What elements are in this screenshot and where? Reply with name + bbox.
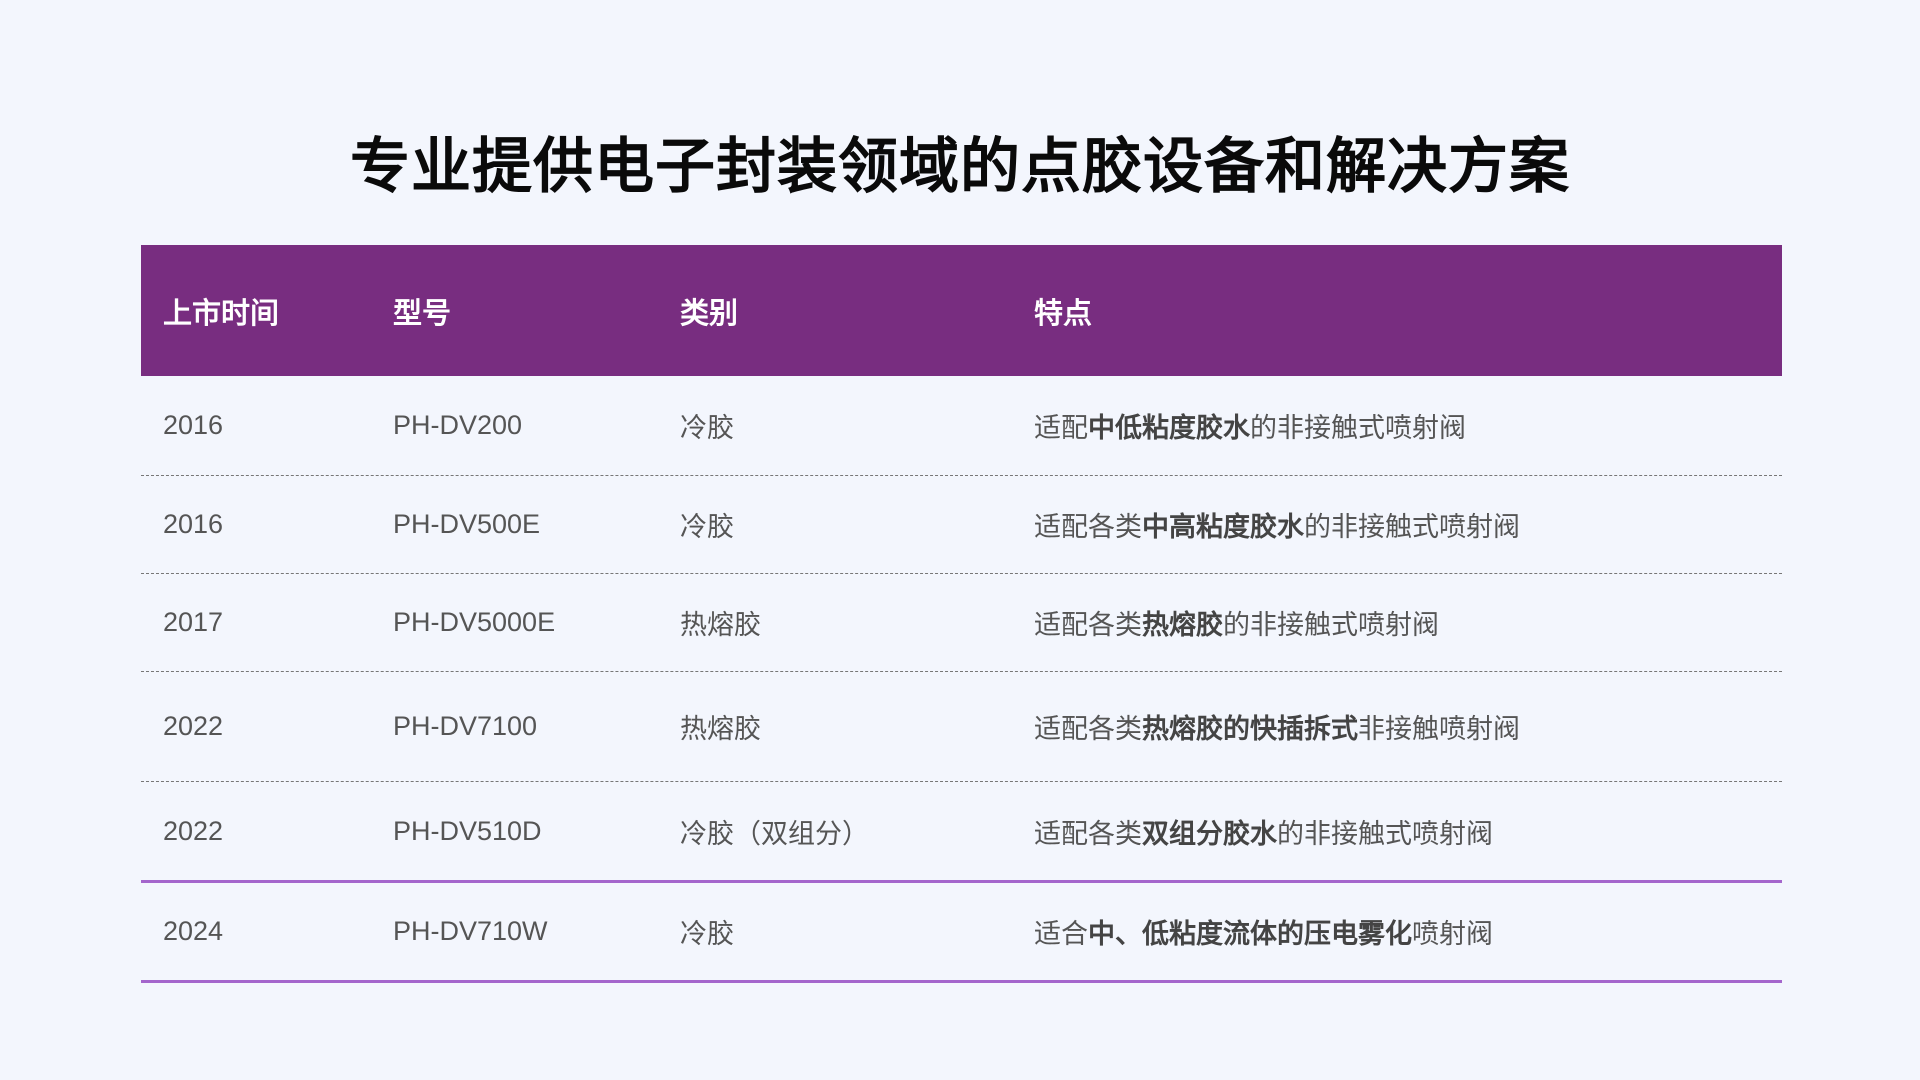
feature-text: 的非接触式喷射阀: [1250, 413, 1466, 444]
feature-cell: 适配各类双组分胶水的非接触式喷射阀: [1012, 812, 1782, 851]
feature-highlight: 热熔胶: [1142, 610, 1223, 641]
feature-cell: 适配各类热熔胶的非接触式喷射阀: [1012, 603, 1782, 642]
table-row: 2017 PH-DV5000E 热熔胶 适配各类热熔胶的非接触式喷射阀: [141, 574, 1782, 672]
feature-text: 的非接触式喷射阀: [1223, 610, 1439, 641]
table-row: 2022 PH-DV510D 冷胶（双组分） 适配各类双组分胶水的非接触式喷射阀: [141, 782, 1782, 883]
feature-text: 适配各类: [1034, 714, 1142, 745]
model-cell: PH-DV510D: [393, 815, 542, 846]
feature-text: 的非接触式喷射阀: [1304, 512, 1520, 543]
model-cell: PH-DV7100: [393, 711, 538, 741]
feature-highlight: 中低粘度胶水: [1088, 413, 1250, 444]
table-header: 上市时间 型号 类别 特点: [141, 245, 1782, 376]
feature-cell: 适配中低粘度胶水的非接触式喷射阀: [1012, 406, 1782, 445]
category-cell: 冷胶（双组分）: [680, 818, 869, 850]
feature-highlight: 中、低粘度流体的压电雾化: [1088, 919, 1412, 950]
feature-text: 非接触喷射阀: [1358, 714, 1520, 745]
model-cell: PH-DV5000E: [393, 607, 556, 637]
feature-text: 适合: [1034, 919, 1088, 950]
year-cell: 2024: [163, 916, 224, 946]
feature-text: 适配各类: [1034, 818, 1142, 850]
header-category: 类别: [680, 295, 739, 330]
category-cell: 热熔胶: [680, 714, 761, 745]
model-cell: PH-DV200: [393, 410, 523, 440]
model-cell: PH-DV710W: [393, 916, 548, 946]
header-model: 型号: [393, 295, 452, 330]
feature-text: 的非接触式喷射阀: [1277, 818, 1493, 850]
feature-text: 适配各类: [1034, 610, 1142, 641]
year-cell: 2016: [163, 410, 224, 440]
category-cell: 冷胶: [680, 919, 734, 950]
feature-highlight: 中高粘度胶水: [1142, 512, 1304, 543]
feature-highlight: 双组分胶水: [1142, 818, 1277, 850]
page-title: 专业提供电子封装领域的点胶设备和解决方案: [350, 132, 1570, 202]
model-cell: PH-DV500E: [393, 509, 541, 539]
table-row: 2022 PH-DV7100 热熔胶 适配各类热熔胶的快插拆式非接触喷射阀: [141, 672, 1782, 782]
feature-text: 喷射阀: [1412, 919, 1493, 950]
feature-highlight: 热熔胶的快插拆式: [1142, 714, 1358, 745]
year-cell: 2016: [163, 509, 224, 539]
feature-cell: 适配各类中高粘度胶水的非接触式喷射阀: [1012, 505, 1782, 544]
feature-cell: 适合中、低粘度流体的压电雾化喷射阀: [1012, 912, 1782, 951]
year-cell: 2022: [163, 815, 224, 846]
feature-cell: 适配各类热熔胶的快插拆式非接触喷射阀: [1012, 707, 1782, 746]
category-cell: 冷胶: [680, 413, 734, 444]
feature-text: 适配各类: [1034, 512, 1142, 543]
category-cell: 冷胶: [680, 512, 734, 543]
header-features: 特点: [1034, 295, 1093, 330]
table-row: 2024 PH-DV710W 冷胶 适合中、低粘度流体的压电雾化喷射阀: [141, 883, 1782, 983]
table-row: 2016 PH-DV200 冷胶 适配中低粘度胶水的非接触式喷射阀: [141, 376, 1782, 476]
table-row: 2016 PH-DV500E 冷胶 适配各类中高粘度胶水的非接触式喷射阀: [141, 476, 1782, 574]
year-cell: 2022: [163, 711, 224, 741]
category-cell: 热熔胶: [680, 610, 761, 641]
year-cell: 2017: [163, 607, 224, 637]
header-launch-time: 上市时间: [163, 295, 280, 330]
feature-text: 适配: [1034, 413, 1088, 444]
product-table: 上市时间 型号 类别 特点 2016 PH-DV200 冷胶 适配中低粘度胶水的非接触…: [141, 245, 1782, 983]
